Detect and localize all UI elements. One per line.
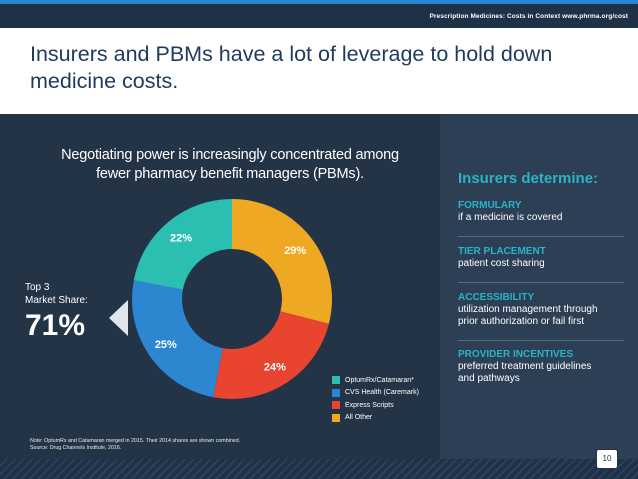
slice-label: 25% [155, 339, 177, 351]
legend-label: CVS Health (Caremark) [345, 389, 419, 397]
chart-subtitle: Negotiating power is increasingly concen… [30, 146, 430, 184]
item-desc: if a medicine is covered [458, 212, 563, 223]
item-title: ACCESSIBILITY [458, 292, 535, 303]
item-desc: utilization management through [458, 304, 598, 315]
footer-pattern [0, 459, 638, 479]
legend-swatch [332, 388, 340, 397]
legend-swatch [332, 413, 340, 422]
donut-slice [133, 199, 232, 290]
slice-label: 22% [170, 232, 192, 244]
callout-pointer [109, 300, 128, 336]
divider [458, 236, 624, 237]
legend-item: CVS Health (Caremark) [332, 387, 419, 400]
slice-label: 29% [284, 245, 306, 257]
legend-swatch [332, 376, 340, 385]
header-text: Prescription Medicines: Costs in Context… [429, 13, 628, 20]
item-formulary: FORMULARY if a medicine is covered [458, 200, 628, 224]
item-title: TIER PLACEMENT [458, 246, 546, 257]
title-band [0, 28, 638, 114]
subtitle-line-1: Negotiating power is increasingly concen… [61, 147, 399, 163]
top-accent-line [0, 0, 638, 4]
callout-label-line-2: Market Share: [25, 295, 88, 306]
divider [458, 282, 624, 283]
source-line: Source: Drug Channels Institute, 2016. [30, 445, 122, 451]
legend-label: All Other [345, 414, 373, 422]
top-bar [0, 0, 638, 28]
donut-slice [131, 280, 223, 398]
callout-label-line-1: Top 3 [25, 282, 50, 293]
legend-label: OptumRx/Catamaran* [345, 376, 414, 384]
note-line-1: Note: OptumRx and Catamaran merged in 20… [30, 438, 241, 444]
right-panel [440, 114, 638, 459]
legend-item: All Other [332, 412, 419, 425]
item-tier-placement: TIER PLACEMENT patient cost sharing [458, 246, 628, 270]
donut-slice [213, 311, 329, 399]
page-number: 10 [596, 449, 618, 469]
divider [458, 340, 624, 341]
market-share-callout: Top 3 Market Share: 71% [15, 281, 105, 343]
donut-slice [232, 199, 332, 324]
insurers-heading: Insurers determine: [458, 170, 599, 187]
item-title: FORMULARY [458, 200, 522, 211]
item-desc: and pathways [458, 373, 520, 384]
item-desc: patient cost sharing [458, 258, 545, 269]
chart-note: Note: OptumRx and Catamaran merged in 20… [30, 438, 240, 452]
chart-legend: OptumRx/Catamaran* CVS Health (Caremark)… [332, 374, 419, 424]
slice-label: 24% [264, 362, 286, 374]
item-desc: preferred treatment guidelines [458, 361, 592, 372]
slide-title: Insurers and PBMs have a lot of leverage… [30, 42, 553, 93]
item-accessibility: ACCESSIBILITY utilization management thr… [458, 292, 628, 328]
legend-label: Express Scripts [345, 401, 394, 409]
callout-value: 71% [25, 309, 86, 342]
legend-item: OptumRx/Catamaran* [332, 374, 419, 387]
item-provider-incentives: PROVIDER INCENTIVES preferred treatment … [458, 349, 628, 385]
legend-item: Express Scripts [332, 399, 419, 412]
item-desc: prior authorization or fail first [458, 316, 585, 327]
legend-swatch [332, 401, 340, 410]
item-title: PROVIDER INCENTIVES [458, 349, 574, 360]
subtitle-line-2: fewer pharmacy benefit managers (PBMs). [96, 166, 364, 182]
